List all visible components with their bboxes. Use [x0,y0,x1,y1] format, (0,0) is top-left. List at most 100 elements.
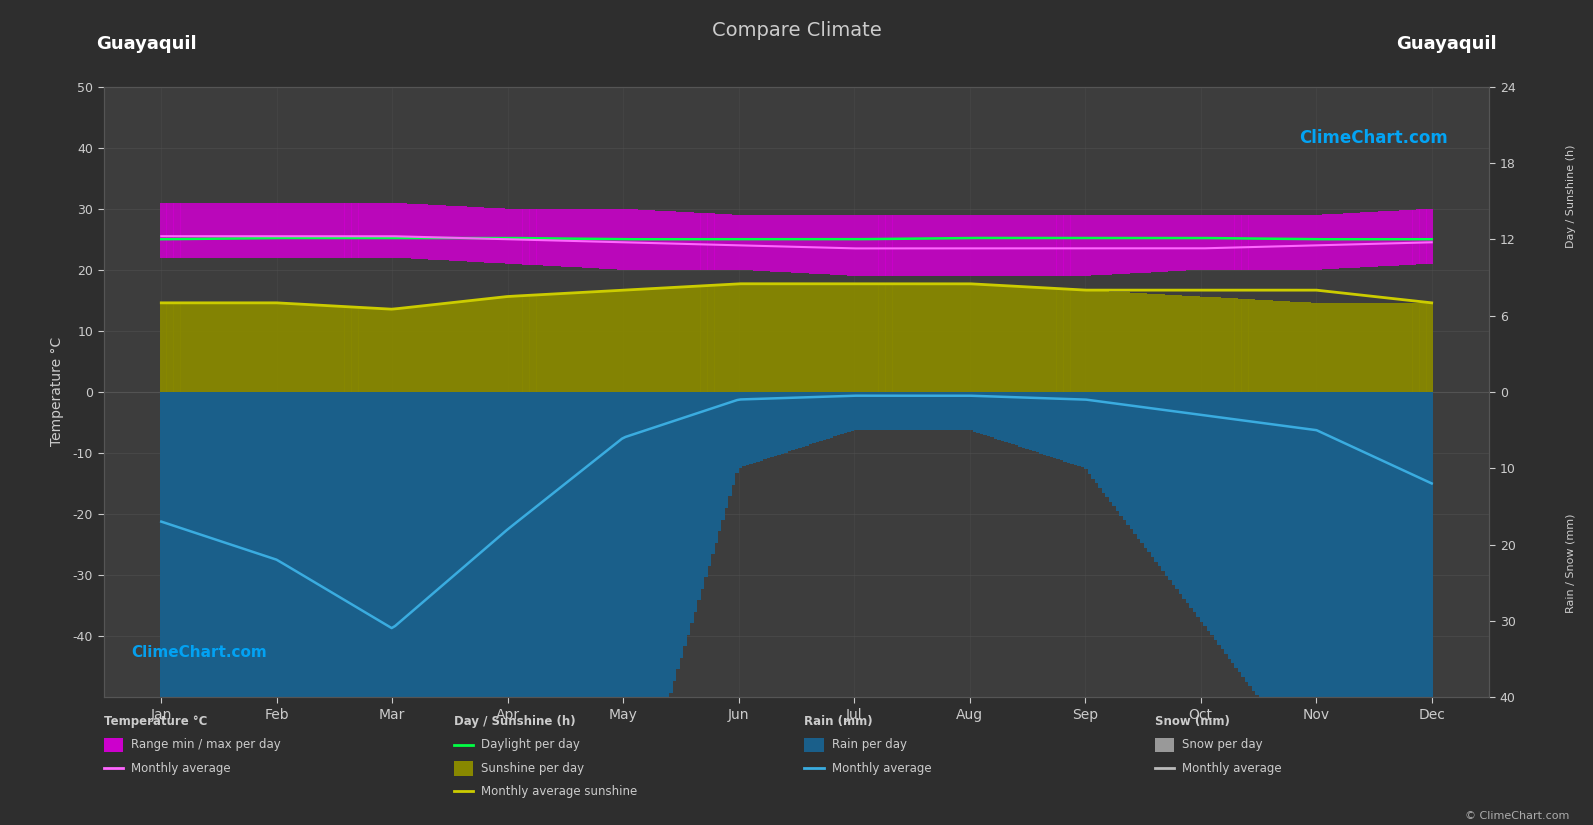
Bar [1279,214,1284,270]
Bar [1231,299,1235,392]
Bar [1141,293,1144,392]
Bar [226,303,229,392]
Bar [956,392,959,430]
Bar [1235,299,1238,392]
Bar [666,288,669,392]
Bar [209,303,212,392]
Bar [494,298,499,392]
Bar [162,392,167,825]
Bar [913,214,918,276]
Bar [854,392,857,430]
Bar [1012,286,1015,392]
Bar [1308,214,1311,270]
Bar [244,203,247,257]
Bar [438,205,443,260]
Bar [1262,392,1266,705]
Bar [1094,392,1099,483]
Bar [578,209,581,267]
Bar [918,284,921,392]
Bar [980,285,983,392]
Bar [1223,298,1228,392]
Bar [637,290,642,392]
Bar [1332,214,1337,269]
Bar [519,296,523,392]
Bar [1015,392,1018,446]
Bar [511,392,516,825]
Bar [338,203,341,257]
Bar [229,203,233,257]
Bar [223,392,226,825]
Bar [1329,214,1332,269]
Bar [1375,303,1378,392]
Bar [672,392,675,681]
Bar [816,214,819,274]
Bar [218,392,223,825]
Bar [830,392,833,437]
Bar [809,392,812,445]
Bar [951,392,956,430]
Bar [373,309,376,392]
Bar [819,214,822,274]
Bar [417,204,421,259]
Bar [452,392,456,825]
Bar [763,392,766,460]
Bar [1388,211,1392,266]
Bar [1021,214,1026,276]
Bar [977,214,980,276]
Bar [1255,299,1258,392]
Bar [973,392,977,431]
Bar [1395,303,1399,392]
Bar [927,214,930,276]
Bar [352,392,355,825]
Bar [1276,214,1279,270]
Bar [382,309,387,392]
Bar [693,213,698,270]
Bar [1064,392,1067,461]
Bar [687,212,690,270]
Bar [405,308,408,392]
Bar [854,284,857,392]
Bar [739,392,742,468]
Bar [983,392,986,435]
Bar [1370,392,1375,825]
Bar [253,392,258,825]
Bar [484,208,487,262]
Bar [871,392,875,430]
Bar [781,214,784,272]
Bar [268,203,271,257]
Bar [581,209,585,267]
Bar [1047,288,1050,392]
Text: Guayaquil: Guayaquil [97,35,198,53]
Bar [551,294,554,392]
Bar [223,303,226,392]
Bar [314,203,317,257]
Bar [1155,294,1158,392]
Bar [425,205,429,259]
Bar [1381,211,1384,266]
Bar [1109,392,1112,502]
Bar [379,309,382,392]
Bar [188,303,191,392]
Bar [710,285,715,392]
Bar [499,392,502,825]
Bar [174,203,177,257]
Bar [973,284,977,392]
Bar [400,392,405,825]
Bar [1085,392,1088,469]
Bar [405,203,408,258]
Bar [1106,214,1109,275]
Bar [637,392,642,796]
Bar [596,209,599,268]
Bar [628,290,631,392]
Bar [948,392,953,430]
Bar [1200,296,1203,392]
Bar [631,210,634,270]
Bar [804,392,809,446]
Bar [865,392,868,430]
Bar [1223,392,1228,654]
Text: Snow per day: Snow per day [1182,738,1263,752]
Bar [1150,294,1155,392]
Bar [760,284,763,392]
Bar [895,284,900,392]
Bar [491,208,495,263]
